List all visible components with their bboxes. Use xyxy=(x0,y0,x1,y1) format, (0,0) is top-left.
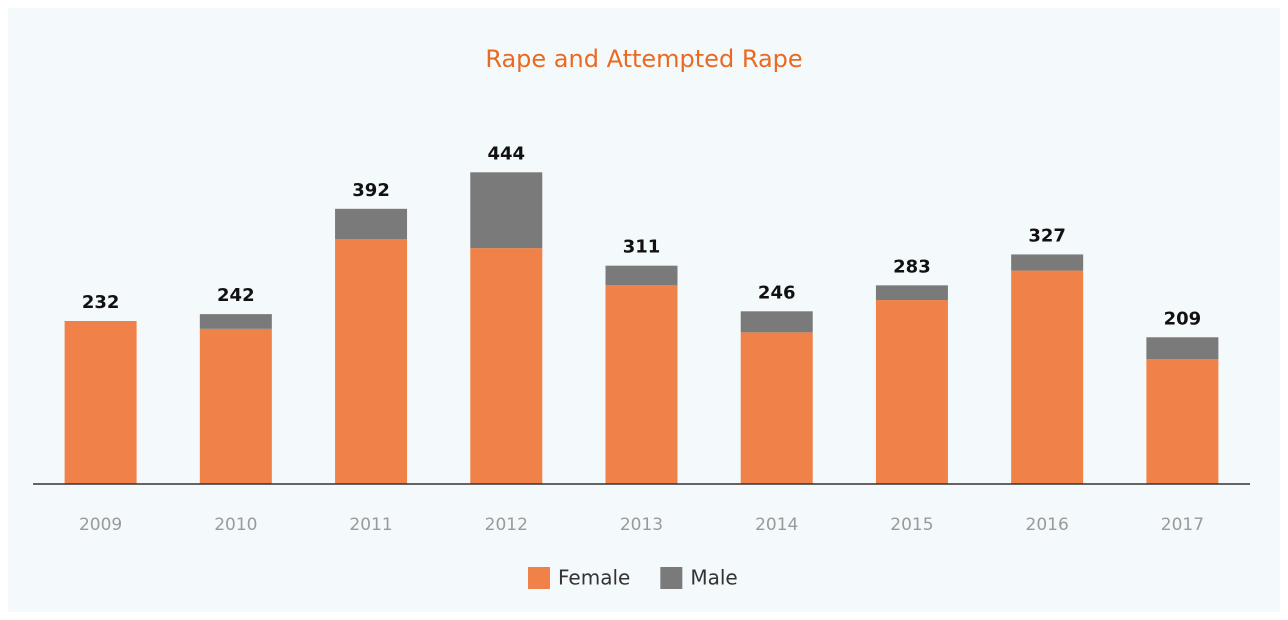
x-tick-label: 2013 xyxy=(620,515,663,535)
data-label: 283 xyxy=(893,256,931,277)
bar-segment xyxy=(740,311,813,333)
bar-segment xyxy=(470,248,543,484)
x-tick-label: 2009 xyxy=(79,515,122,535)
data-label: 242 xyxy=(217,285,255,306)
x-tick-label: 2015 xyxy=(890,515,933,535)
x-tick-label: 2017 xyxy=(1161,515,1204,535)
x-tick-label: 2014 xyxy=(755,515,798,535)
bar-segment xyxy=(875,300,948,484)
x-tick-label: 2016 xyxy=(1026,515,1069,535)
bar-segment xyxy=(335,239,408,484)
bar-segment xyxy=(740,332,813,484)
data-label: 311 xyxy=(623,237,661,258)
bar-segment xyxy=(1011,270,1084,484)
legend-swatch xyxy=(528,567,550,589)
bar-segment xyxy=(1146,359,1219,484)
bar-segment xyxy=(335,208,408,240)
bar-segment xyxy=(875,285,948,301)
bar-segment xyxy=(1146,337,1219,360)
data-label: 209 xyxy=(1164,308,1202,329)
data-label: 327 xyxy=(1028,225,1066,246)
data-label: 232 xyxy=(82,292,120,313)
data-label: 392 xyxy=(352,180,390,201)
bar-segment xyxy=(470,172,543,249)
x-tick-label: 2010 xyxy=(214,515,257,535)
x-tick-label: 2011 xyxy=(349,515,392,535)
bar-segment xyxy=(605,265,678,286)
bar-segment xyxy=(64,321,137,484)
legend-label: Female xyxy=(558,566,630,590)
bar-segment xyxy=(1011,254,1084,271)
bar-segment xyxy=(199,314,272,329)
x-tick-label: 2012 xyxy=(485,515,528,535)
bar-segment xyxy=(64,321,137,322)
legend-label: Male xyxy=(690,566,737,590)
bar-segment xyxy=(199,328,272,484)
legend-swatch xyxy=(660,567,683,589)
data-label: 246 xyxy=(758,282,796,303)
bar-segment xyxy=(605,285,678,484)
chart-title: Rape and Attempted Rape xyxy=(485,45,802,73)
data-label: 444 xyxy=(487,143,525,164)
